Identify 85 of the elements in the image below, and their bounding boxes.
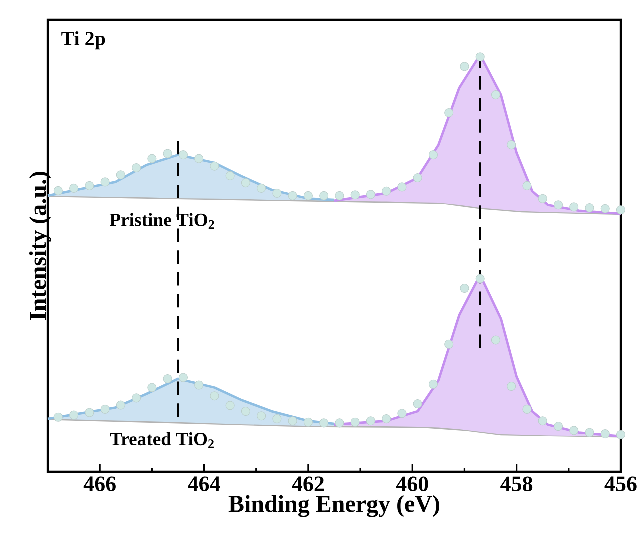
point [194, 154, 204, 164]
point [257, 412, 266, 421]
point [210, 162, 220, 171]
point [398, 409, 407, 418]
point [538, 416, 548, 426]
point [148, 383, 157, 392]
point [163, 149, 172, 158]
annotation: Treated TiO$_{2}$ [110, 432, 214, 448]
point [350, 190, 360, 200]
point [616, 206, 626, 215]
point [304, 418, 313, 427]
point [570, 426, 579, 436]
point [522, 404, 532, 414]
point [85, 181, 94, 190]
point [522, 181, 532, 190]
point [460, 62, 470, 72]
point [194, 380, 204, 390]
point [428, 380, 438, 389]
point [413, 173, 422, 183]
x-tick-label: 458 [500, 476, 533, 492]
point [304, 191, 313, 200]
point [600, 204, 610, 214]
point [366, 190, 376, 200]
point [554, 200, 564, 210]
point [54, 186, 63, 196]
point [444, 340, 454, 349]
point [163, 374, 172, 384]
point [178, 150, 188, 160]
point [272, 414, 282, 424]
chart-title: Ti 2p [62, 32, 106, 50]
point [382, 414, 392, 424]
point [444, 108, 454, 118]
point [320, 418, 329, 428]
point [85, 408, 94, 418]
point [350, 418, 360, 427]
x-tick-label: 456 [604, 476, 637, 492]
point [476, 274, 485, 284]
x-axis-title: Binding Energy (eV) [228, 495, 440, 518]
x-tick-label: 464 [188, 476, 220, 492]
point [398, 182, 407, 192]
point [570, 202, 579, 212]
point [257, 184, 266, 193]
point [132, 163, 142, 173]
point [132, 394, 142, 403]
point [366, 416, 376, 426]
point [382, 186, 392, 196]
x-tick-label: 466 [84, 476, 116, 492]
point [210, 392, 220, 401]
annotation: Pristine TiO$_{2}$ [110, 213, 214, 230]
point [491, 336, 501, 345]
point [460, 284, 470, 294]
point [100, 404, 110, 414]
point [148, 154, 157, 164]
point [116, 400, 126, 410]
point [272, 188, 282, 198]
point [600, 430, 610, 439]
point [226, 171, 235, 180]
point [335, 418, 344, 428]
point [507, 382, 516, 392]
point [491, 90, 501, 100]
point [413, 399, 422, 409]
point [288, 191, 298, 200]
x-tick-label: 460 [396, 476, 428, 492]
point [507, 140, 516, 150]
point [335, 191, 344, 200]
point [100, 178, 110, 187]
point [70, 184, 79, 193]
point [476, 52, 485, 62]
point [178, 373, 188, 382]
point [70, 410, 79, 420]
point [226, 401, 235, 410]
point [585, 428, 594, 438]
point [428, 150, 438, 160]
point [241, 406, 250, 416]
point [320, 191, 329, 200]
point [116, 170, 126, 180]
point [288, 416, 298, 426]
x-tick-label: 462 [292, 476, 324, 492]
point [538, 194, 548, 204]
point [616, 430, 626, 440]
y-axis-title: Intensity (a.u.) [29, 172, 52, 320]
point [585, 204, 594, 213]
point [54, 412, 63, 422]
point [554, 422, 564, 432]
point [241, 178, 250, 188]
